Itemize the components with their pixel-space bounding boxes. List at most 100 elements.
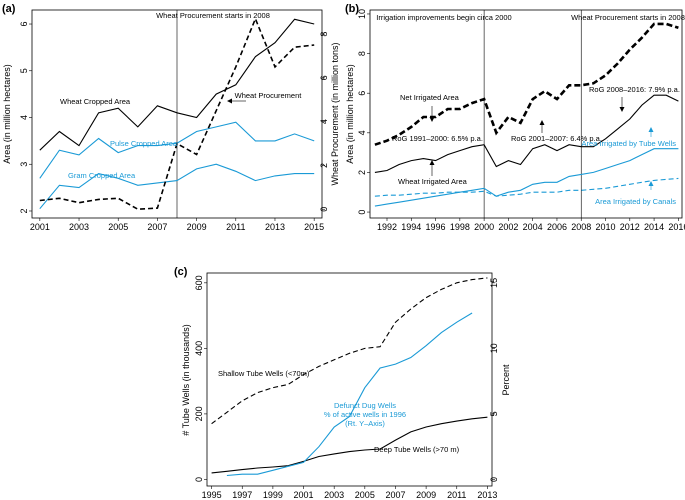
panel-b-ytick-label: 10 xyxy=(357,9,367,19)
panel-c-ytick-label: 0 xyxy=(194,477,204,482)
panel-a-ylabel: Area (in million hectares) xyxy=(2,64,12,164)
label-wheat-cropped-area: Wheat Cropped Area xyxy=(60,97,131,106)
panel-a-ylabel-right: Wheat Procurement (in million tons) xyxy=(330,42,340,185)
panel-label-b: (b) xyxy=(345,3,359,15)
panel-b-xtick-label: 1996 xyxy=(426,222,446,232)
label-defunct-2: % of active wells in 1996 xyxy=(324,410,406,419)
panel-c-xtick-label: 1999 xyxy=(263,490,283,500)
panel-b-xtick-label: 1992 xyxy=(377,222,397,232)
panel-b-xtick-label: 2016 xyxy=(668,222,685,232)
panel-b-xtick-label: 1994 xyxy=(401,222,421,232)
panel-a-right-ytick-label: 6 xyxy=(319,75,329,80)
panel-a-vline-label-1: Wheat Procurement starts in 2008 xyxy=(156,11,270,20)
panel-b-xtick-label: 2004 xyxy=(523,222,543,232)
label-rog-2001-2007: RoG 2001–2007: 6.4% p.a. xyxy=(511,134,602,143)
panel-c-ylabel: # Tube Wells (in thousands) xyxy=(181,324,191,435)
panel-a: Wheat Procurement starts in 2008 2001 200… xyxy=(2,9,340,232)
panel-a-xtick-label: 2007 xyxy=(147,222,167,232)
panel-a-line-wheat-procurement xyxy=(39,16,315,211)
label-gram-cropped-area: Gram Cropped Area xyxy=(68,171,136,180)
panel-a-y-axis-right: 0 2 4 6 8 xyxy=(319,32,329,212)
panel-c-line-defunct-dug-wells-of-active-wells-in-1996-rt-y-axis xyxy=(226,312,473,477)
panel-c-xtick-label: 2001 xyxy=(294,490,314,500)
panel-b-xtick-label: 2000 xyxy=(474,222,494,232)
label-wheat-irrigated-area: Wheat Irrigated Area xyxy=(398,177,468,186)
panel-c-line-shallow-tube-wells-70m xyxy=(211,277,488,425)
panel-a-xtick-label: 2009 xyxy=(187,222,207,232)
panel-c-ylabel-right: Percent xyxy=(501,364,511,396)
panel-b-ytick-label: 4 xyxy=(357,130,367,135)
arrowhead-rog3 xyxy=(619,107,625,112)
panel-c-xtick-label: 2009 xyxy=(416,490,436,500)
panel-b-ytick-label: 8 xyxy=(357,51,367,56)
panel-b-vline-label-2008: Wheat Procurement starts in 2008 xyxy=(571,13,685,22)
panel-c-right-ytick-label: 10 xyxy=(489,343,499,353)
panel-c-series xyxy=(211,277,488,477)
panel-a-line-gram-cropped-area xyxy=(39,163,315,210)
panel-b-xtick-label: 2002 xyxy=(498,222,518,232)
panel-a-right-ytick-label: 0 xyxy=(319,207,329,212)
panel-b-xtick-label: 1998 xyxy=(450,222,470,232)
procurement-arrowhead xyxy=(227,98,232,104)
label-net-irrigated-area: Net Irrigated Area xyxy=(400,93,460,102)
panel-b-frame xyxy=(369,9,683,219)
panel-b-ylabel: Area (in million hectares) xyxy=(345,64,355,164)
panel-a-xtick-label: 2003 xyxy=(69,222,89,232)
panel-a-y-axis: 2 3 4 5 6 xyxy=(19,22,32,213)
panel-a-right-ytick-label: 4 xyxy=(319,119,329,124)
panel-a-line-wheat-cropped-area xyxy=(39,18,315,151)
panel-c-ytick-label: 400 xyxy=(194,341,204,356)
panel-b-vline-label-2000: Irrigation improvements begin circa 2000 xyxy=(376,13,511,22)
panel-c-right-ytick-label: 15 xyxy=(489,278,499,288)
panel-c-frame xyxy=(206,272,493,487)
panel-a-xtick-label: 2013 xyxy=(265,222,285,232)
panel-a-ytick-label: 3 xyxy=(19,162,29,167)
panel-b-series xyxy=(374,22,679,207)
panel-a-xtick-label: 2011 xyxy=(226,222,245,232)
label-pulse-cropped-area: Pulse Cropped Area xyxy=(110,139,178,148)
label-defunct-1: Defunct Dug Wells xyxy=(334,401,396,410)
panel-c-x-axis: 1995 1997 1999 2001 2003 2005 2007 2009 2011 2013 xyxy=(202,486,497,500)
panel-a-series xyxy=(39,16,315,211)
panel-b-ytick-label: 0 xyxy=(357,210,367,215)
panel-c-xtick-label: 2007 xyxy=(385,490,405,500)
panel-b-y-axis: 0 2 4 6 8 10 xyxy=(357,9,370,215)
panel-c-xtick-label: 1997 xyxy=(232,490,252,500)
panel-a-ytick-label: 6 xyxy=(19,22,29,27)
panel-b-xtick-label: 2014 xyxy=(644,222,664,232)
panel-b-x-axis: 1992 1994 1996 1998 2000 2002 2004 2006 2008 2010… xyxy=(377,218,685,232)
label-shallow-tube-wells: Shallow Tube Wells (<70m) xyxy=(218,369,310,378)
arrowhead-rog2 xyxy=(539,120,545,125)
panel-a-ytick-label: 5 xyxy=(19,68,29,73)
panel-c: 1995 1997 1999 2001 2003 2005 2007 2009 2011 2013… xyxy=(181,272,511,500)
panel-b-ytick-label: 6 xyxy=(357,91,367,96)
panel-a-xtick-label: 2015 xyxy=(304,222,324,232)
panel-c-ytick-label: 600 xyxy=(194,275,204,290)
panel-b-ytick-label: 2 xyxy=(357,170,367,175)
panel-c-xtick-label: 1995 xyxy=(202,490,222,500)
panel-a-ytick-label: 2 xyxy=(19,208,29,213)
label-rog-2008-2016: RoG 2008–2016: 7.9% p.a. xyxy=(589,85,680,94)
panel-c-y-axis-right: 0 5 10 15 xyxy=(489,278,499,482)
panel-a-xtick-label: 2001 xyxy=(30,222,50,232)
panel-label-c: (c) xyxy=(174,266,188,278)
panel-c-xtick-label: 2013 xyxy=(477,490,497,500)
panel-a-right-ytick-label: 8 xyxy=(319,32,329,37)
panel-c-right-ytick-label: 0 xyxy=(489,477,499,482)
panel-a-xtick-label: 2005 xyxy=(108,222,128,232)
label-tube-wells: Area Irrigated by Tube Wells xyxy=(582,139,677,148)
label-canals: Area Irrigated by Canals xyxy=(595,197,676,206)
panel-b: Irrigation improvements begin circa 2000… xyxy=(345,9,685,232)
panel-b-xtick-label: 2010 xyxy=(596,222,616,232)
panel-a-ytick-label: 4 xyxy=(19,115,29,120)
label-deep-tube-wells: Deep Tube Wells (>70 m) xyxy=(374,445,460,454)
arrowhead-canals xyxy=(648,181,654,186)
label-wheat-procurement: Wheat Procurement xyxy=(235,91,303,100)
panel-b-line-area-irrigated-by-canals xyxy=(374,177,679,197)
arrowhead-tube-wells xyxy=(648,127,654,132)
panel-c-xtick-label: 2005 xyxy=(355,490,375,500)
label-rog-1991-2000: RoG 1991–2000: 6.5% p.a. xyxy=(392,134,483,143)
panel-b-line-net-irrigated-area xyxy=(374,22,679,146)
panel-b-xtick-label: 2012 xyxy=(620,222,640,232)
